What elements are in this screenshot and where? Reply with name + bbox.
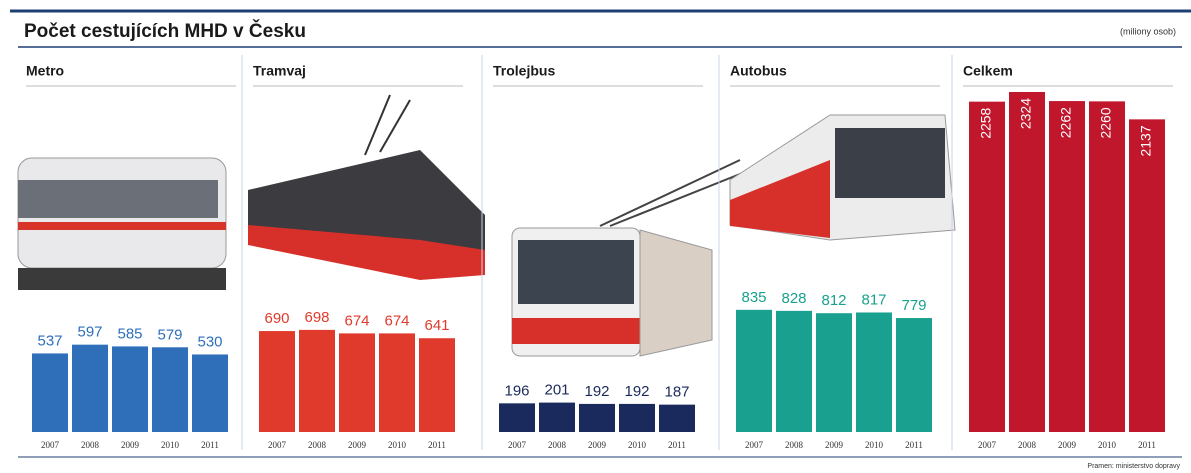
bar — [192, 354, 228, 432]
value-label: 2258 — [978, 107, 994, 138]
bar — [659, 405, 695, 432]
x-tick-label: 2008 — [785, 440, 804, 450]
value-label: 2324 — [1018, 98, 1034, 129]
bar — [619, 404, 655, 432]
bar — [339, 333, 375, 432]
x-tick-label: 2010 — [1098, 440, 1117, 450]
value-label: 817 — [861, 291, 886, 308]
infographic: Počet cestujících MHD v Česku (miliony o… — [0, 0, 1191, 473]
x-tick-label: 2008 — [1018, 440, 1037, 450]
bar — [419, 338, 455, 432]
unit-note: (miliony osob) — [1120, 26, 1176, 36]
metro-illustration — [18, 158, 226, 290]
bar — [499, 403, 535, 432]
x-tick-label: 2010 — [388, 440, 407, 450]
panel-title: Celkem — [963, 63, 1013, 79]
bar — [969, 102, 1005, 432]
value-label: 537 — [37, 332, 62, 349]
panel-title: Tramvaj — [253, 63, 306, 79]
value-label: 585 — [117, 325, 142, 342]
bar — [32, 353, 68, 432]
value-label: 187 — [664, 384, 689, 401]
bar — [112, 346, 148, 432]
value-label: 579 — [157, 326, 182, 343]
value-label: 2260 — [1098, 107, 1114, 138]
panel-title: Autobus — [730, 63, 787, 79]
x-tick-label: 2010 — [865, 440, 884, 450]
x-tick-label: 2010 — [161, 440, 180, 450]
value-label: 2137 — [1138, 125, 1154, 156]
x-tick-label: 2007 — [978, 440, 997, 450]
bar — [1049, 101, 1085, 432]
x-tick-label: 2008 — [548, 440, 567, 450]
bar — [379, 333, 415, 432]
bar — [539, 403, 575, 432]
bar — [72, 345, 108, 432]
value-label: 674 — [344, 312, 369, 329]
value-label: 698 — [304, 309, 329, 326]
value-label: 196 — [504, 382, 529, 399]
x-tick-label: 2009 — [1058, 440, 1077, 450]
chart-title: Počet cestujících MHD v Česku — [24, 20, 306, 42]
x-tick-label: 2007 — [745, 440, 764, 450]
bar — [1009, 92, 1045, 432]
value-label: 641 — [424, 317, 449, 334]
x-tick-label: 2011 — [905, 440, 923, 450]
bar — [1129, 119, 1165, 432]
x-tick-label: 2011 — [201, 440, 219, 450]
bar — [579, 404, 615, 432]
value-label: 674 — [384, 312, 409, 329]
x-tick-label: 2011 — [1138, 440, 1156, 450]
value-label: 828 — [781, 290, 806, 307]
x-tick-label: 2010 — [628, 440, 647, 450]
value-label: 812 — [821, 292, 846, 309]
bar — [776, 311, 812, 432]
bar — [736, 310, 772, 432]
bar — [1089, 101, 1125, 432]
bar — [816, 313, 852, 432]
x-tick-label: 2008 — [308, 440, 327, 450]
value-label: 530 — [197, 333, 222, 350]
bar — [152, 347, 188, 432]
value-label: 201 — [544, 382, 569, 399]
x-tick-label: 2007 — [508, 440, 527, 450]
value-label: 690 — [264, 310, 289, 327]
bar — [896, 318, 932, 432]
value-label: 835 — [741, 289, 766, 306]
value-label: 597 — [77, 324, 102, 341]
bar — [856, 312, 892, 432]
x-tick-label: 2009 — [825, 440, 844, 450]
value-label: 192 — [624, 383, 649, 400]
x-tick-label: 2011 — [668, 440, 686, 450]
panel-title: Metro — [26, 63, 64, 79]
x-tick-label: 2007 — [268, 440, 287, 450]
value-label: 2262 — [1058, 107, 1074, 138]
panel-title: Trolejbus — [493, 63, 555, 79]
value-label: 192 — [584, 383, 609, 400]
x-tick-label: 2009 — [348, 440, 367, 450]
x-tick-label: 2009 — [121, 440, 140, 450]
value-label: 779 — [901, 297, 926, 314]
x-tick-label: 2007 — [41, 440, 60, 450]
bar — [299, 330, 335, 432]
bar — [259, 331, 295, 432]
x-tick-label: 2008 — [81, 440, 100, 450]
source: Pramen: ministerstvo dopravy — [1087, 463, 1180, 470]
x-tick-label: 2009 — [588, 440, 607, 450]
x-tick-label: 2011 — [428, 440, 446, 450]
